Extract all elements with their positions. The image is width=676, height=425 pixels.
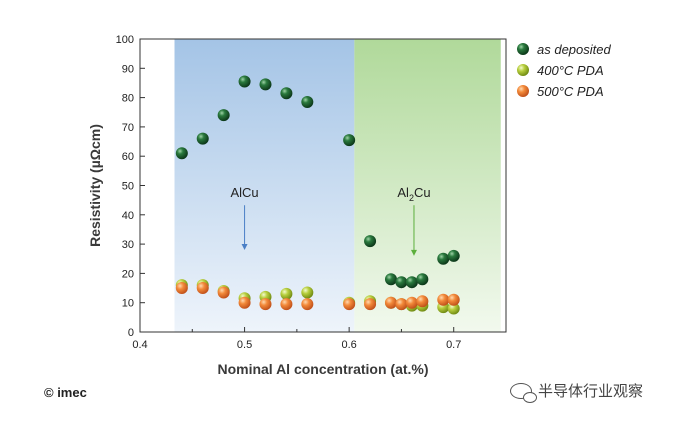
as-deposited-point xyxy=(217,109,230,122)
y-tick-label: 30 xyxy=(122,239,134,251)
y-tick-label: 10 xyxy=(122,298,134,310)
as-deposited-point xyxy=(405,276,418,289)
legend-label: as deposited xyxy=(537,42,611,57)
pda-500-point xyxy=(175,282,188,295)
y-tick-label: 0 xyxy=(128,327,134,339)
annotation-arrow-head xyxy=(241,243,248,250)
legend-marker xyxy=(517,64,529,76)
as-deposited-point xyxy=(301,95,314,108)
pda-500-point xyxy=(416,295,429,308)
as-deposited-point xyxy=(343,134,356,147)
x-tick-label: 0.5 xyxy=(237,339,252,351)
legend-label: 500°C PDA xyxy=(537,84,604,99)
legend-label: 400°C PDA xyxy=(537,63,604,78)
as-deposited-point xyxy=(280,87,293,100)
pda-500-point xyxy=(447,293,460,306)
pda-500-point xyxy=(384,296,397,309)
pda-500-point xyxy=(259,298,272,311)
pda-500-point xyxy=(405,296,418,309)
region-al2cu xyxy=(354,39,501,332)
pda-400-point xyxy=(280,287,293,300)
pda-500-point xyxy=(364,298,377,311)
as-deposited-point xyxy=(364,235,377,248)
x-tick-label: 0.4 xyxy=(132,339,147,351)
y-tick-label: 100 xyxy=(116,34,134,46)
annotation-label: Al2Cu xyxy=(397,185,430,203)
y-tick-label: 60 xyxy=(122,151,134,163)
x-tick-label: 0.6 xyxy=(341,339,356,351)
pda-400-point xyxy=(447,302,460,315)
as-deposited-point xyxy=(384,273,397,286)
as-deposited-point xyxy=(437,252,450,265)
pda-500-point xyxy=(217,286,230,299)
legend: as deposited 400°C PDA 500°C PDA xyxy=(517,42,611,99)
pda-500-point xyxy=(437,293,450,306)
y-tick-label: 20 xyxy=(122,268,134,280)
as-deposited-point xyxy=(259,78,272,91)
annotation-arrow-head xyxy=(410,249,417,256)
as-deposited-point xyxy=(196,132,209,145)
as-deposited-point xyxy=(238,75,251,88)
legend-marker xyxy=(517,85,529,97)
wechat-icon xyxy=(510,382,537,403)
as-deposited-point xyxy=(447,249,460,262)
x-axis-label: Nominal Al concentration (at.%) xyxy=(217,361,428,377)
pda-500-point xyxy=(238,296,251,309)
as-deposited-point xyxy=(395,276,408,289)
pda-500-point xyxy=(395,298,408,311)
y-tick-label: 90 xyxy=(122,63,134,75)
watermark-text: 半导体行业观察 xyxy=(538,383,644,400)
watermark: 半导体行业观察 xyxy=(510,380,644,403)
y-tick-label: 80 xyxy=(122,93,134,105)
legend-marker xyxy=(517,43,529,55)
x-tick-label: 0.7 xyxy=(446,339,461,351)
copyright-text: © imec xyxy=(44,385,87,400)
y-tick-label: 70 xyxy=(122,122,134,134)
pda-400-point xyxy=(301,286,314,299)
pda-500-point xyxy=(343,298,356,311)
as-deposited-point xyxy=(416,273,429,286)
as-deposited-point xyxy=(175,147,188,160)
annotation-label: AlCu xyxy=(230,185,258,200)
pda-500-point xyxy=(280,298,293,311)
pda-500-point xyxy=(196,282,209,295)
y-tick-label: 40 xyxy=(122,210,134,222)
annotations: AlCu Al2Cu xyxy=(230,185,431,256)
pda-500-point xyxy=(301,298,314,311)
axes: 0 10 20 30 40 50 60 70 80 90 100 0.4 0.5 0.6 0.7 Nomina… xyxy=(87,34,507,377)
y-tick-label: 50 xyxy=(122,181,134,193)
data-points xyxy=(175,75,460,315)
y-axis-label: Resistivity (µΩcm) xyxy=(87,124,103,247)
